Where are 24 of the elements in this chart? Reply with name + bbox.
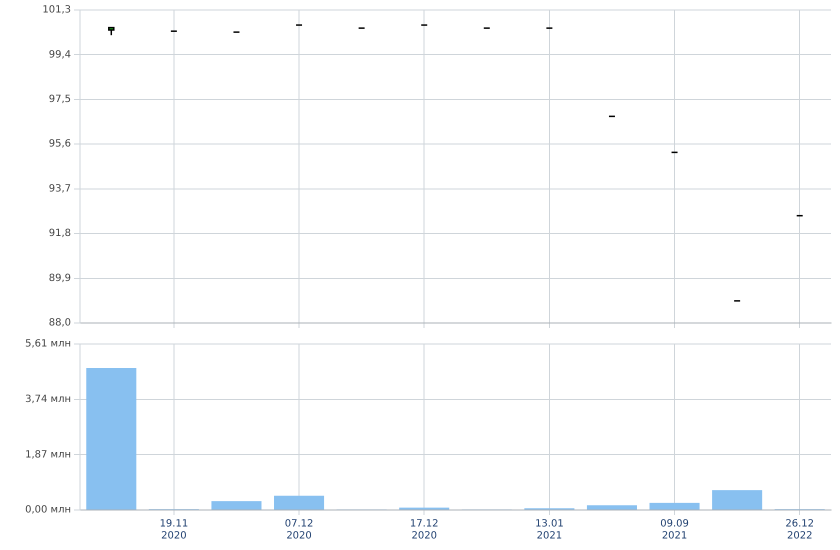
- y-tick-label: 3,74 млн: [25, 394, 71, 405]
- y-tick-label: 1,87 млн: [25, 449, 71, 460]
- x-tick-label: 17.12 2020: [410, 518, 439, 542]
- y-tick-label: 97,5: [48, 94, 71, 106]
- y-tick-label: 0,00 млн: [25, 504, 71, 516]
- y-tick-label: 88,0: [48, 318, 71, 329]
- x-tick-label: 13.01 2021: [535, 518, 564, 542]
- x-tick-label: 07.12 2020: [284, 518, 314, 542]
- x-tick-label: 09.09 2021: [660, 518, 689, 542]
- y-tick-label: 99,4: [48, 49, 71, 60]
- y-tick-label: 93,7: [48, 183, 71, 194]
- bar: [586, 505, 637, 510]
- bar: [274, 496, 324, 510]
- bar: [211, 501, 262, 510]
- x-tick-label: 26.12 2022: [785, 518, 814, 542]
- y-tick-label: 91,8: [48, 228, 71, 240]
- y-tick-label: 101,3: [42, 4, 71, 16]
- x-tick-label: 19.11 2020: [160, 518, 188, 542]
- y-tick-label: 95,6: [48, 138, 71, 150]
- bar: [712, 490, 762, 510]
- y-tick-label: 89,9: [48, 272, 71, 284]
- bar: [650, 502, 700, 510]
- y-tick-label: 5,61 млн: [25, 338, 71, 350]
- bar: [86, 368, 136, 510]
